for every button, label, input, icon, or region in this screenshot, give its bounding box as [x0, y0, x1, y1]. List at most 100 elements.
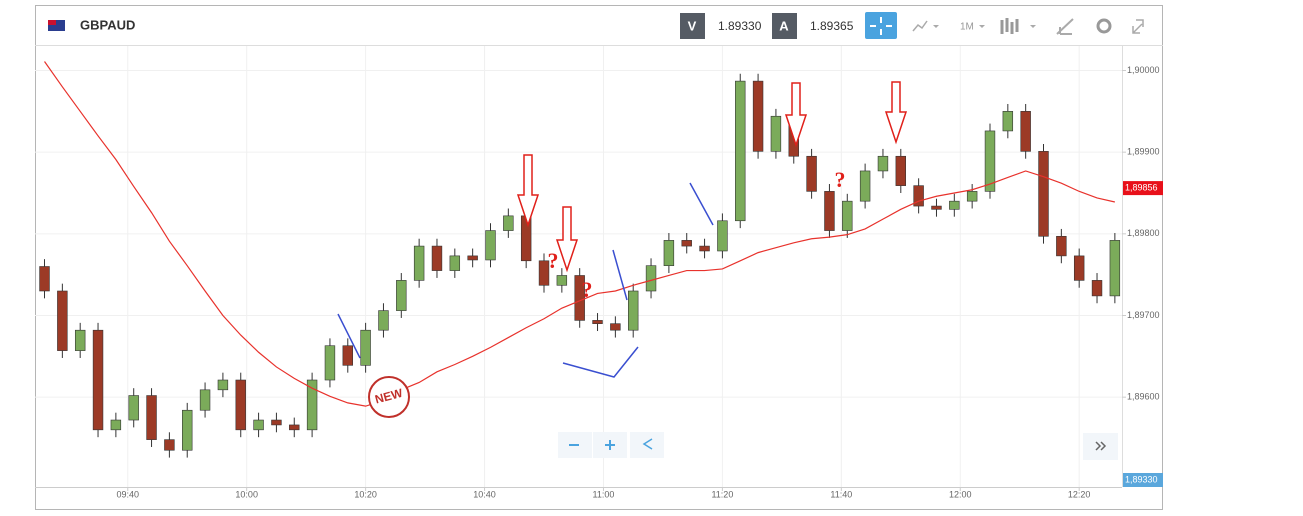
candle-body — [503, 215, 514, 231]
candle-body — [1038, 151, 1049, 237]
bid-price-box — [1123, 473, 1163, 487]
y-tick-label: 1,90000 — [1127, 65, 1160, 75]
candle-body — [859, 170, 871, 202]
x-tick-label: 12:00 — [949, 489, 972, 499]
buy-price: 1.89365 — [810, 19, 854, 33]
candle-body — [146, 395, 157, 440]
scroll-end-icon — [1095, 441, 1107, 451]
candle-body — [39, 266, 50, 292]
share-icon — [642, 438, 653, 450]
x-tick-label: 09:40 — [116, 489, 139, 499]
arrow — [516, 154, 540, 228]
candle-body — [342, 345, 353, 366]
zoom-controls — [558, 432, 1118, 460]
sell-price: 1.89330 — [718, 19, 762, 33]
candle-body — [306, 379, 318, 431]
trend-line — [612, 249, 628, 301]
arrow — [555, 206, 579, 273]
candle-body — [699, 245, 710, 252]
candle-body — [1002, 111, 1014, 132]
annotation: ? — [548, 248, 559, 273]
buy-box[interactable] — [772, 13, 797, 39]
candle-body — [895, 155, 907, 186]
x-tick-label: 10:20 — [354, 489, 377, 499]
candle-body — [681, 240, 692, 247]
candle-body — [931, 205, 942, 210]
drawings — [337, 81, 908, 418]
x-tick-label: 11:20 — [711, 489, 733, 499]
zoom-in-icon — [605, 440, 615, 450]
candle-body — [110, 419, 122, 431]
x-tick-label: 10:00 — [235, 489, 258, 499]
candle-body — [128, 395, 139, 421]
sell-box[interactable] — [680, 13, 705, 39]
flag-part — [48, 20, 56, 25]
candle-body — [1109, 240, 1121, 297]
annotation: ? — [835, 167, 846, 192]
trend-line — [689, 182, 714, 226]
x-tick-label: 12:20 — [1068, 489, 1091, 499]
candle-body — [949, 200, 960, 210]
candle-body — [217, 379, 229, 391]
candle-body — [467, 255, 478, 261]
annotation: ? — [582, 277, 593, 302]
bid-price-label: 1,89330 — [1125, 474, 1158, 484]
candle-body — [164, 439, 175, 451]
candle-body — [289, 424, 300, 431]
candle-body — [717, 220, 728, 252]
timeframe[interactable]: 1M — [960, 22, 974, 33]
candle-body — [806, 155, 817, 192]
chart-type-icon[interactable] — [912, 20, 928, 32]
candle-body — [324, 345, 336, 381]
candle-body — [574, 275, 585, 321]
flag — [48, 20, 65, 31]
candle-body — [984, 130, 996, 192]
settings-icon[interactable] — [1096, 18, 1112, 34]
candle-body — [182, 409, 193, 451]
y-tick-label: 1,89800 — [1127, 228, 1160, 238]
candle-body — [1091, 280, 1103, 297]
draw-icon[interactable] — [1056, 18, 1074, 35]
candle-body — [413, 245, 425, 281]
moving-average — [44, 61, 1115, 407]
arrow — [884, 81, 908, 145]
candle-body — [842, 200, 853, 231]
y-tick-label: 1,89700 — [1127, 310, 1160, 320]
x-tick-label: 11:40 — [830, 489, 852, 499]
candle-body — [610, 323, 621, 331]
badge — [368, 376, 410, 418]
candle-body — [74, 329, 86, 351]
candle-body — [520, 215, 532, 262]
candle-body — [449, 255, 461, 271]
candle-body — [752, 80, 764, 152]
last-price-box — [1123, 181, 1163, 196]
caret — [979, 25, 985, 28]
last-price-label: 1,89856 — [1125, 182, 1158, 192]
indicators-icon[interactable] — [1000, 18, 1019, 34]
candle-body — [1056, 235, 1067, 257]
caret — [933, 25, 939, 28]
plot: 1,90000 1,89900 1,89800 1,89700 1,89600 09:40… — [35, 46, 1163, 499]
candle-body — [966, 191, 978, 202]
header: GBPAUD V 1.89330 A 1.89365 1M — [48, 12, 1144, 39]
x-tick-label: 11:00 — [593, 489, 615, 499]
candle-body — [877, 155, 889, 172]
candle-body — [735, 80, 746, 222]
candle-body — [378, 310, 389, 331]
candle-body — [628, 290, 639, 331]
candle-body — [770, 115, 782, 152]
fullscreen-icon[interactable] — [1132, 19, 1144, 34]
crosshair-button[interactable] — [865, 12, 897, 39]
candle-body — [663, 240, 675, 266]
buy-label: A — [779, 18, 789, 33]
candle-body — [538, 260, 550, 286]
candle-body — [913, 185, 924, 207]
candle-body — [199, 389, 211, 411]
candle-body — [485, 230, 496, 261]
sell-label: V — [688, 18, 697, 33]
trend-line — [562, 346, 639, 378]
candle-body — [1020, 111, 1031, 152]
candle-body — [235, 379, 246, 431]
candle-body — [271, 419, 282, 426]
